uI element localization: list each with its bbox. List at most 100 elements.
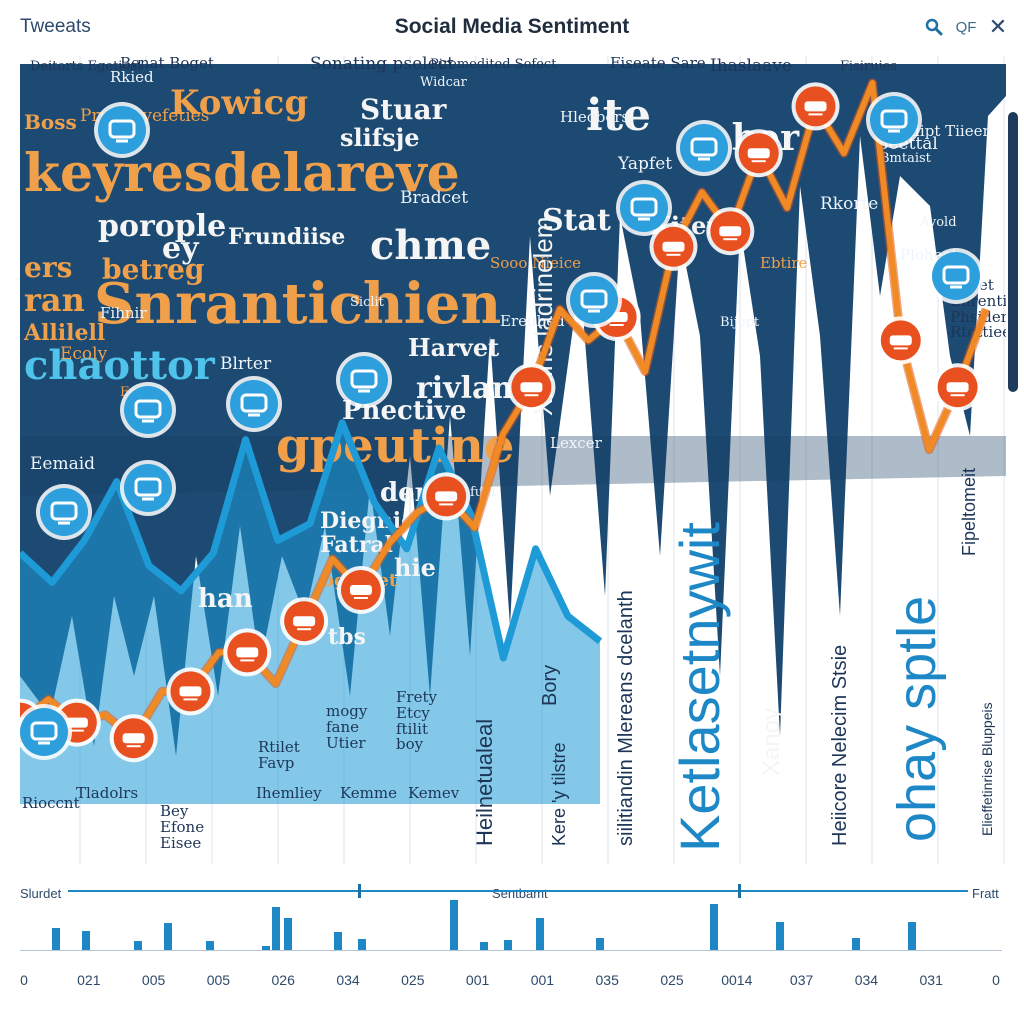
vertical-scrollbar[interactable] bbox=[1008, 112, 1018, 392]
timeline-range-handle-start[interactable] bbox=[358, 884, 361, 898]
timeline-tick-label: 025 bbox=[401, 972, 425, 988]
cloud-word-small: Bijopt bbox=[720, 315, 760, 330]
positive-sentiment-marker[interactable] bbox=[94, 102, 150, 158]
timeline-bar bbox=[776, 921, 784, 950]
timeline-center-label: Sentbamt bbox=[492, 886, 548, 901]
positive-sentiment-marker[interactable] bbox=[226, 376, 282, 432]
cloud-word-small: Blrter bbox=[220, 354, 272, 374]
close-button[interactable]: ✕ bbox=[986, 14, 1010, 40]
cloud-word-small: Bmtaist bbox=[880, 151, 931, 166]
cloud-word-small: Fiseate Sare bbox=[610, 56, 706, 72]
negative-sentiment-marker[interactable] bbox=[649, 222, 698, 271]
negative-sentiment-marker[interactable] bbox=[280, 597, 329, 646]
tile-label: Frety Etcy ftilit boy bbox=[396, 688, 437, 754]
negative-sentiment-marker[interactable] bbox=[223, 628, 272, 677]
positive-sentiment-marker[interactable] bbox=[676, 120, 732, 176]
positive-sentiment-marker[interactable] bbox=[120, 382, 176, 438]
cloud-word: Frundiise bbox=[228, 224, 346, 250]
cloud-word: Snrantichien bbox=[94, 271, 502, 337]
positive-sentiment-marker[interactable] bbox=[36, 484, 92, 540]
positive-sentiment-marker[interactable] bbox=[120, 460, 176, 516]
tile-label: Kemme bbox=[340, 784, 398, 802]
timeline-bar bbox=[852, 938, 860, 950]
cloud-word-small: Avold bbox=[920, 215, 957, 230]
cloud-word: Allilell bbox=[24, 320, 106, 346]
search-icon bbox=[925, 18, 943, 36]
timeline-range-handle-end[interactable] bbox=[738, 884, 741, 898]
timeline-bar bbox=[480, 942, 488, 950]
timeline-bar bbox=[134, 941, 142, 950]
window-header: Tweeats Social Media Sentiment QF ✕ bbox=[0, 0, 1024, 52]
positive-sentiment-marker[interactable] bbox=[20, 704, 72, 760]
cloud-word-small: Rkorte bbox=[820, 194, 879, 214]
negative-sentiment-marker[interactable] bbox=[791, 82, 840, 131]
tile-label: Kemev bbox=[408, 784, 460, 802]
timeline-tick-label: 034 bbox=[336, 972, 360, 988]
timeline-bar bbox=[908, 921, 916, 950]
cloud-word: gpeutine bbox=[276, 418, 515, 474]
timeline-bar bbox=[52, 928, 60, 950]
search-button[interactable] bbox=[922, 14, 946, 40]
cloud-word-small: Benat Boget bbox=[120, 56, 214, 72]
cloud-word-small: Sooo Nieice bbox=[490, 254, 582, 272]
timeline-bar bbox=[82, 930, 90, 950]
cloud-word-small: Ebtire bbox=[760, 254, 808, 272]
positive-sentiment-marker[interactable] bbox=[566, 272, 622, 328]
positive-sentiment-marker[interactable] bbox=[336, 352, 392, 408]
tile-label: mogy fane Utier bbox=[326, 702, 368, 752]
positive-sentiment-marker[interactable] bbox=[866, 92, 922, 148]
tile-label: Ihemliey bbox=[256, 784, 322, 802]
timeline-end-label: Fratt bbox=[972, 886, 999, 901]
timeline-range-track[interactable] bbox=[68, 890, 968, 892]
cloud-word-small: Siclit bbox=[350, 295, 384, 310]
cloud-word: Stat bbox=[542, 203, 611, 238]
negative-sentiment-marker[interactable] bbox=[507, 363, 556, 412]
positive-sentiment-marker[interactable] bbox=[928, 248, 984, 304]
negative-sentiment-marker[interactable] bbox=[109, 714, 158, 763]
cloud-word-small: Sonating pselect bbox=[310, 56, 454, 74]
negative-sentiment-marker[interactable] bbox=[166, 667, 215, 716]
timeline-bar bbox=[596, 938, 604, 950]
timeline-bar bbox=[262, 946, 270, 950]
tab-tweets[interactable]: Tweeats bbox=[20, 16, 91, 37]
cloud-word-small: Ereubed bbox=[500, 312, 565, 330]
timeline-tick-label: 035 bbox=[595, 972, 619, 988]
tile-label: Rtilet Favp bbox=[258, 738, 300, 772]
negative-sentiment-marker[interactable] bbox=[706, 207, 755, 256]
timeline-bar bbox=[710, 903, 718, 950]
negative-sentiment-marker[interactable] bbox=[336, 566, 385, 614]
timeline-bar bbox=[536, 917, 544, 950]
positive-sentiment-marker[interactable] bbox=[616, 180, 672, 236]
cloud-word: han bbox=[198, 584, 253, 614]
cloud-word: ers bbox=[24, 251, 73, 284]
negative-sentiment-marker[interactable] bbox=[933, 363, 982, 412]
timeline-tick-label: 0 bbox=[20, 972, 28, 988]
cloud-word-small: Ihaslaave bbox=[710, 56, 792, 76]
timeline-bar bbox=[358, 939, 366, 950]
cloud-word-small: Fihnir bbox=[100, 304, 147, 322]
tile-label: Tladolrs bbox=[76, 784, 139, 802]
cloud-word-small: Bradcet bbox=[400, 188, 469, 208]
cloud-word: slifsje bbox=[340, 123, 420, 152]
cloud-word: betreg bbox=[102, 253, 205, 286]
timeline-start-label: Slurdet bbox=[20, 886, 62, 901]
negative-sentiment-marker[interactable] bbox=[422, 472, 471, 521]
cloud-word: ran bbox=[24, 281, 85, 319]
timeline-bar bbox=[334, 931, 342, 950]
cloud-word: chaottor bbox=[24, 342, 215, 389]
timeline-bar bbox=[284, 917, 292, 950]
timeline-tick-label: 037 bbox=[789, 972, 814, 988]
cloud-word: tbs bbox=[328, 624, 366, 650]
cloud-word: chme bbox=[370, 222, 492, 269]
tile-label: Rioccnt bbox=[22, 794, 80, 812]
cloud-word-small: Deitorts Egetical bbox=[30, 59, 142, 74]
timeline-axis bbox=[20, 950, 1002, 951]
negative-sentiment-marker[interactable] bbox=[876, 316, 925, 365]
filter-button[interactable]: QF bbox=[955, 18, 977, 36]
cloud-word-small: Ecoly bbox=[60, 344, 108, 364]
page-title-wrap: Social Media Sentiment bbox=[0, 15, 1024, 39]
cloud-word: porople bbox=[98, 209, 227, 244]
timeline-tick-label: 026 bbox=[271, 972, 295, 988]
cloud-word-small: Yapfet bbox=[618, 154, 673, 174]
negative-sentiment-marker[interactable] bbox=[734, 129, 783, 178]
